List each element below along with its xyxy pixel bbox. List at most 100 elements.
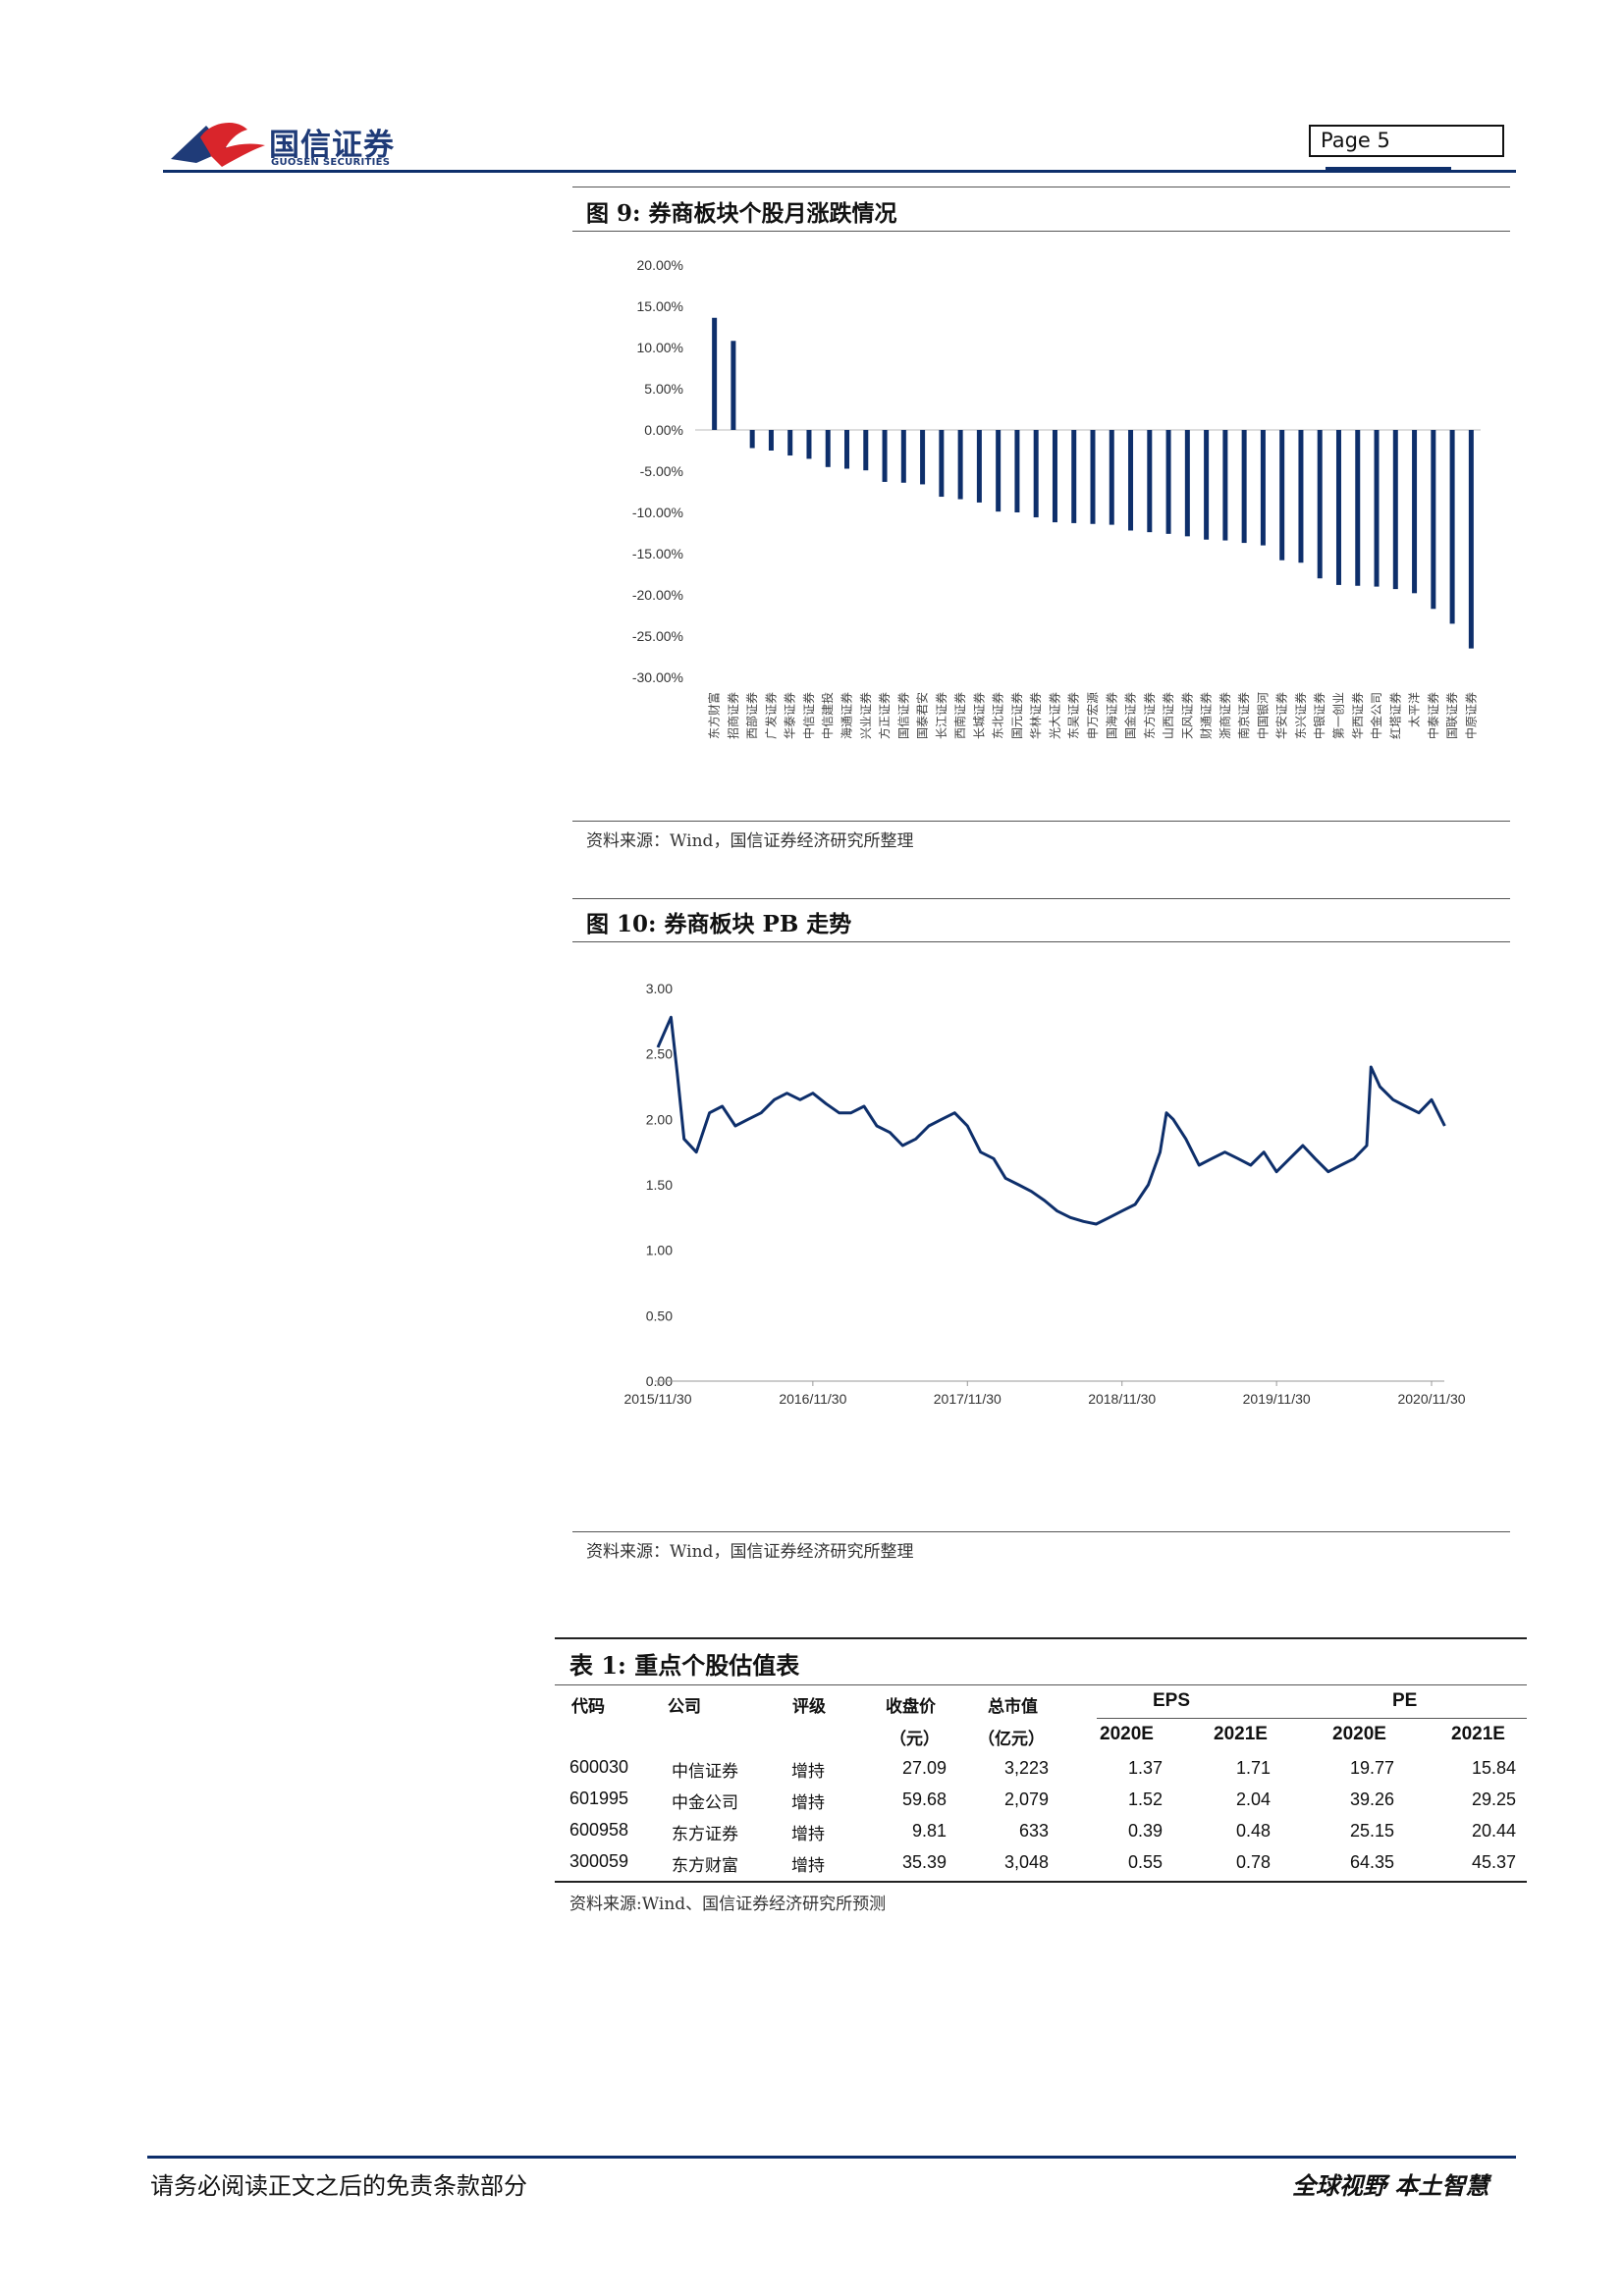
x-category-label: 西南证券 xyxy=(952,692,967,739)
col-close-unit: （元） xyxy=(890,1730,940,1749)
cell-rating: 增持 xyxy=(791,1856,825,1876)
x-category-label: 国海证券 xyxy=(1104,692,1118,739)
bar xyxy=(768,430,774,451)
footer-disclaimer: 请务必阅读正文之后的免责条款部分 xyxy=(150,2172,527,2200)
x-category-label: 中原证券 xyxy=(1463,692,1478,739)
y-tick-label: 0.00% xyxy=(644,422,683,438)
x-tick-label: 2020/11/30 xyxy=(1397,1391,1465,1407)
y-tick-label: 3.00 xyxy=(646,981,673,996)
col-pe-2021: 2021E xyxy=(1451,1724,1505,1744)
footer-rule xyxy=(147,2156,1516,2159)
cell-pe-2021: 29.25 xyxy=(1471,1789,1516,1809)
x-category-label: 长江证券 xyxy=(934,692,948,739)
x-category-label: 长城证券 xyxy=(971,692,986,739)
col-eps: EPS xyxy=(1153,1690,1191,1711)
cell-mcap: 633 xyxy=(1018,1821,1049,1841)
figure10-top-rule xyxy=(572,898,1510,899)
x-category-label: 国联证券 xyxy=(1444,692,1459,739)
y-tick-label: 1.00 xyxy=(646,1243,673,1258)
cell-eps-2020: 0.55 xyxy=(1127,1852,1163,1872)
figure9-title: 图 9: 券商板块个股月涨跌情况 xyxy=(586,200,897,227)
cell-pe-2020: 64.35 xyxy=(1349,1852,1394,1872)
cell-eps-2021: 1.71 xyxy=(1235,1758,1271,1778)
x-category-label: 国元证券 xyxy=(1009,692,1024,739)
x-category-label: 海通证券 xyxy=(839,692,854,739)
y-tick-label: 10.00% xyxy=(637,340,683,355)
bar xyxy=(996,430,1001,512)
x-category-label: 第一创业 xyxy=(1331,692,1345,739)
table-title: 表 1: 重点个股估值表 xyxy=(569,1651,800,1680)
x-category-label: 太平洋 xyxy=(1407,692,1422,727)
x-category-label: 国泰君安 xyxy=(915,692,930,739)
bar xyxy=(1241,430,1247,544)
x-category-label: 财通证券 xyxy=(1199,692,1214,739)
bar xyxy=(1165,430,1171,534)
x-category-label: 华安证券 xyxy=(1274,692,1289,739)
bar xyxy=(1374,430,1380,587)
bar xyxy=(787,430,793,456)
col-mcap: 总市值 xyxy=(988,1697,1038,1717)
x-category-label: 山西证券 xyxy=(1161,692,1175,739)
x-tick-label: 2016/11/30 xyxy=(779,1391,846,1407)
figure9-bottom-rule xyxy=(572,821,1510,822)
bar xyxy=(825,430,831,467)
x-category-label: 方正证券 xyxy=(877,692,892,739)
y-tick-label: -30.00% xyxy=(632,669,683,685)
cell-mcap: 3,223 xyxy=(1003,1758,1049,1778)
x-category-label: 南京证券 xyxy=(1236,692,1251,739)
bar xyxy=(749,430,755,449)
bar xyxy=(1090,430,1096,524)
bar xyxy=(900,430,906,483)
cell-eps-2020: 0.39 xyxy=(1127,1821,1163,1841)
bar xyxy=(1335,430,1341,585)
cell-close: 59.68 xyxy=(901,1789,947,1809)
bar xyxy=(1260,430,1266,546)
cell-eps-2020: 1.52 xyxy=(1127,1789,1163,1809)
y-tick-label: 2.00 xyxy=(646,1111,673,1127)
figure9-source: 资料来源：Wind，国信证券经济研究所整理 xyxy=(586,831,914,851)
col-pe-2020: 2020E xyxy=(1332,1724,1386,1744)
col-rating: 评级 xyxy=(792,1697,826,1717)
y-tick-label: -5.00% xyxy=(640,463,683,479)
bar xyxy=(1147,430,1153,533)
col-company: 公司 xyxy=(668,1697,701,1717)
page-number: Page 5 xyxy=(1309,125,1504,157)
bar xyxy=(882,430,888,482)
x-category-label: 西部证券 xyxy=(744,692,759,739)
bar xyxy=(1109,430,1114,525)
y-tick-label: -20.00% xyxy=(632,587,683,603)
logo-name: 国信证券 xyxy=(269,128,395,163)
cell-pe-2020: 19.77 xyxy=(1349,1758,1394,1778)
bar xyxy=(844,430,850,469)
y-tick-label: -15.00% xyxy=(632,546,683,561)
cell-code: 300059 xyxy=(569,1851,629,1871)
x-category-label: 国金证券 xyxy=(1123,692,1138,739)
cell-rating: 增持 xyxy=(791,1762,825,1782)
y-tick-label: 15.00% xyxy=(637,298,683,314)
cell-eps-2021: 0.48 xyxy=(1235,1821,1271,1841)
cell-rating: 增持 xyxy=(791,1793,825,1813)
cell-company: 中信证券 xyxy=(672,1762,738,1782)
bar xyxy=(1279,430,1285,561)
figure10-title-rule xyxy=(572,941,1510,942)
bar xyxy=(1449,430,1455,624)
cell-pe-2021: 45.37 xyxy=(1471,1852,1516,1872)
x-category-label: 东吴证券 xyxy=(1066,692,1081,739)
cell-code: 600958 xyxy=(569,1820,629,1840)
x-category-label: 东方证券 xyxy=(1142,692,1157,739)
bar xyxy=(1052,430,1057,523)
cell-eps-2020: 1.37 xyxy=(1127,1758,1163,1778)
y-tick-label: 5.00% xyxy=(644,381,683,397)
bar xyxy=(957,430,963,500)
col-eps-2020: 2020E xyxy=(1100,1724,1154,1744)
cell-pe-2021: 20.44 xyxy=(1471,1821,1516,1841)
cell-code: 600030 xyxy=(569,1757,629,1777)
y-tick-label: 20.00% xyxy=(637,257,683,273)
bar xyxy=(976,430,982,503)
cell-pe-2020: 25.15 xyxy=(1349,1821,1394,1841)
bar xyxy=(939,430,945,498)
table-title-rule xyxy=(555,1684,1527,1685)
x-category-label: 申万宏源 xyxy=(1085,692,1100,739)
y-tick-label: -10.00% xyxy=(632,505,683,520)
col-pe: PE xyxy=(1392,1690,1418,1711)
